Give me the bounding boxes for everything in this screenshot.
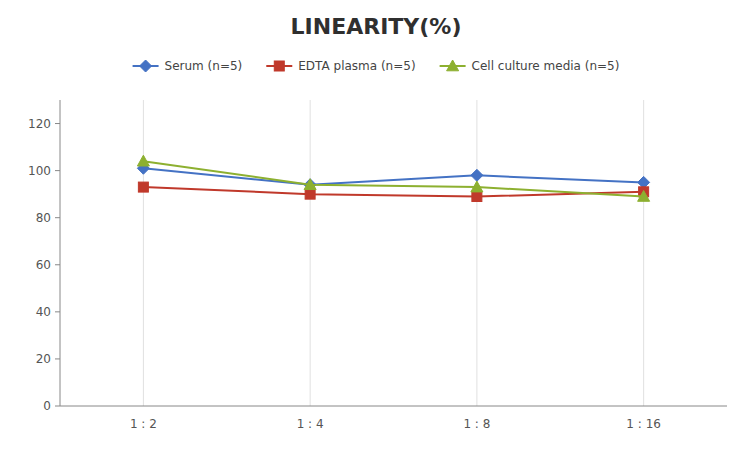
y-tick [55,406,60,407]
line [143,161,643,196]
x-tick-label: 1 : 2 [130,417,157,431]
y-tick-label: 20 [36,352,51,366]
grid-line [143,100,144,406]
x-tick-label: 1 : 16 [626,417,661,431]
grid [143,100,643,406]
legend-item: Cell culture media (n=5) [440,59,620,73]
marker [140,60,152,72]
grid-line [643,100,644,406]
y-axis [60,100,61,406]
marker [471,181,483,192]
y-tick [55,264,60,265]
y-tick-label: 40 [36,305,51,319]
x-axis [60,406,727,407]
marker [304,179,316,190]
y-tick [55,358,60,359]
plot-area [137,155,649,201]
marker [138,182,148,192]
legend-item: Serum (n=5) [133,59,243,73]
y-tick-label: 60 [36,258,51,272]
marker [137,155,149,166]
x-tick-label: 1 : 4 [297,417,324,431]
marker [472,192,482,202]
grid-line [310,100,311,406]
legend-label: EDTA plasma (n=5) [298,59,415,73]
title: LINEARITY(%) [291,14,462,39]
marker [447,60,459,71]
x-tick-label: 1 : 8 [463,417,490,431]
legend: Serum (n=5) EDTA plasma (n=5) Cell culture… [133,59,620,73]
legend-label: Serum (n=5) [165,59,243,73]
marker [471,169,483,181]
y-tick-label: 0 [43,399,51,413]
legend-item: EDTA plasma (n=5) [266,59,415,73]
marker [274,61,284,71]
y-tick-label: 80 [36,211,51,225]
grid-line [476,100,477,406]
legend-label: Cell culture media (n=5) [472,59,620,73]
marker [638,191,650,202]
y-tick-label: 120 [28,117,51,131]
y-tick [55,170,60,171]
y-tick [55,123,60,124]
line [143,168,643,184]
y-tick [55,217,60,218]
chart: 0 20 40 60 80 100 120 1 : 2 1 : 4 1 : 8 1 : 16 LINE… [0,0,752,451]
y-tick-label: 100 [28,164,51,178]
y-tick [55,311,60,312]
marker [305,189,315,199]
